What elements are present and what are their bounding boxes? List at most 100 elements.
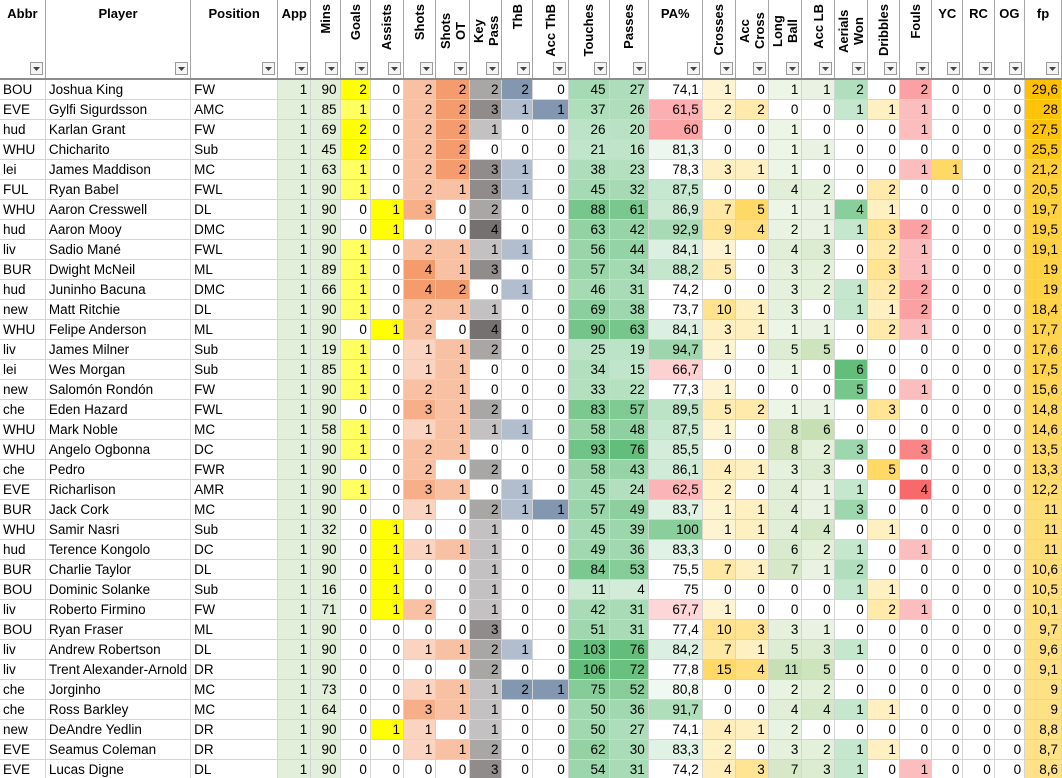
cell-thb[interactable]: 1 [501,159,533,180]
cell-fp[interactable]: 10,6 [1024,559,1062,580]
cell-shots-ot[interactable]: 0 [435,199,471,220]
table-row[interactable]: hud Karlan Grant FW 1 69 2 0 2 2 1 0 0 26 20 60 0 0 1 0 0 0 1… [0,119,1062,140]
cell-thb[interactable]: 1 [501,499,533,520]
cell-pa-pct[interactable]: 77,3 [648,379,703,400]
cell-acc-cross[interactable]: 1 [735,299,769,320]
table-row[interactable]: che Eden Hazard FWL 1 90 0 0 3 1 2 0 0 83 57 89,5 5 2 1 1 0… [0,399,1062,420]
cell-crosses[interactable]: 5 [702,259,736,280]
cell-assists[interactable]: 1 [370,539,405,560]
cell-aerials-won[interactable]: 0 [834,139,868,160]
cell-og[interactable]: 0 [994,519,1026,540]
cell-dribbles[interactable]: 1 [867,299,900,320]
cell-touches[interactable]: 106 [568,659,610,680]
cell-crosses[interactable]: 0 [702,119,736,140]
cell-rc[interactable]: 0 [962,479,995,500]
cell-thb[interactable]: 0 [501,439,533,460]
cell-aerials-won[interactable]: 0 [834,119,868,140]
cell-acc-cross[interactable]: 0 [735,79,769,100]
cell-acc-cross[interactable]: 4 [735,659,769,680]
cell-aerials-won[interactable]: 0 [834,179,868,200]
cell-acc-cross[interactable]: 2 [735,399,769,420]
cell-shots-ot[interactable]: 1 [435,419,471,440]
cell-crosses[interactable]: 7 [702,559,736,580]
cell-key-pass[interactable]: 1 [469,119,503,140]
table-row[interactable]: BOU Ryan Fraser ML 1 90 0 0 0 0 3 0 0 51 31 77,4 10 3 3 1 0… [0,619,1062,640]
cell-shots[interactable]: 1 [403,539,437,560]
cell-fouls[interactable]: 0 [899,179,933,200]
cell-goals[interactable]: 0 [340,599,371,620]
cell-key-pass[interactable]: 0 [469,139,503,160]
cell-assists[interactable]: 0 [370,179,405,200]
cell-shots-ot[interactable]: 1 [435,259,471,280]
cell-acc-thb[interactable]: 0 [532,479,569,500]
cell-acc-lb[interactable]: 2 [801,259,835,280]
cell-fp[interactable]: 13,3 [1024,459,1062,480]
column-header-rc[interactable]: RC [962,0,995,80]
cell-shots[interactable]: 2 [403,319,437,340]
cell-abbr[interactable]: hud [0,279,46,300]
cell-shots[interactable]: 0 [403,519,437,540]
cell-position[interactable]: DL [190,759,279,778]
cell-yc[interactable]: 0 [931,399,964,420]
cell-yc[interactable]: 0 [931,459,964,480]
cell-pa-pct[interactable]: 85,5 [648,439,703,460]
cell-yc[interactable]: 0 [931,259,964,280]
table-row[interactable]: che Jorginho MC 1 73 0 0 1 1 1 2 1 75 52 80,8 0 0 2 2 0 0 0 0 0… [0,679,1062,700]
cell-fouls[interactable]: 0 [899,579,933,600]
cell-goals[interactable]: 0 [340,719,371,740]
cell-long-ball[interactable]: 7 [768,759,803,778]
cell-app[interactable]: 1 [277,419,312,440]
cell-thb[interactable]: 0 [501,139,533,160]
cell-passes[interactable]: 52 [609,679,649,700]
cell-fouls[interactable]: 1 [899,539,933,560]
cell-yc[interactable]: 0 [931,619,964,640]
cell-yc[interactable]: 0 [931,379,964,400]
cell-acc-cross[interactable]: 0 [735,579,769,600]
cell-goals[interactable]: 0 [340,759,371,778]
cell-shots[interactable]: 2 [403,439,437,460]
cell-player[interactable]: Andrew Robertson [45,639,192,660]
cell-goals[interactable]: 1 [340,339,371,360]
cell-fouls[interactable]: 0 [899,719,933,740]
cell-pa-pct[interactable]: 67,7 [648,599,703,620]
cell-dribbles[interactable]: 0 [867,139,900,160]
cell-abbr[interactable]: lei [0,359,46,380]
cell-goals[interactable]: 0 [340,199,371,220]
cell-yc[interactable]: 0 [931,219,964,240]
cell-thb[interactable]: 1 [501,639,533,660]
cell-shots-ot[interactable]: 0 [435,459,471,480]
cell-fouls[interactable]: 0 [899,519,933,540]
cell-yc[interactable]: 0 [931,139,964,160]
cell-acc-lb[interactable]: 0 [801,159,835,180]
cell-acc-lb[interactable]: 1 [801,319,835,340]
cell-acc-lb[interactable]: 2 [801,679,835,700]
cell-og[interactable]: 0 [994,539,1026,560]
cell-abbr[interactable]: lei [0,159,46,180]
cell-key-pass[interactable]: 3 [469,179,503,200]
cell-thb[interactable]: 0 [501,379,533,400]
cell-position[interactable]: MC [190,499,279,520]
cell-aerials-won[interactable]: 6 [834,359,868,380]
column-header-fouls[interactable]: Fouls [899,0,933,80]
cell-key-pass[interactable]: 4 [469,219,503,240]
table-row[interactable]: liv James Milner Sub 1 19 1 0 1 1 2 0 0 25 19 94,7 1 0 5 5… [0,339,1062,360]
cell-thb[interactable]: 0 [501,719,533,740]
column-header-position[interactable]: Position [190,0,279,80]
cell-touches[interactable]: 62 [568,739,610,760]
column-header-acc-lb[interactable]: Acc LB [801,0,835,80]
cell-acc-thb[interactable]: 0 [532,579,569,600]
cell-goals[interactable]: 0 [340,639,371,660]
cell-key-pass[interactable]: 1 [469,299,503,320]
cell-shots-ot[interactable]: 0 [435,759,471,778]
cell-long-ball[interactable]: 0 [768,579,803,600]
column-header-og[interactable]: OG [994,0,1026,80]
cell-rc[interactable]: 0 [962,699,995,720]
cell-yc[interactable]: 0 [931,499,964,520]
cell-passes[interactable]: 31 [609,759,649,778]
cell-aerials-won[interactable]: 0 [834,519,868,540]
cell-long-ball[interactable]: 3 [768,459,803,480]
cell-app[interactable]: 1 [277,99,312,120]
cell-mins[interactable]: 45 [310,139,341,160]
cell-fp[interactable]: 21,2 [1024,159,1062,180]
cell-position[interactable]: MC [190,699,279,720]
